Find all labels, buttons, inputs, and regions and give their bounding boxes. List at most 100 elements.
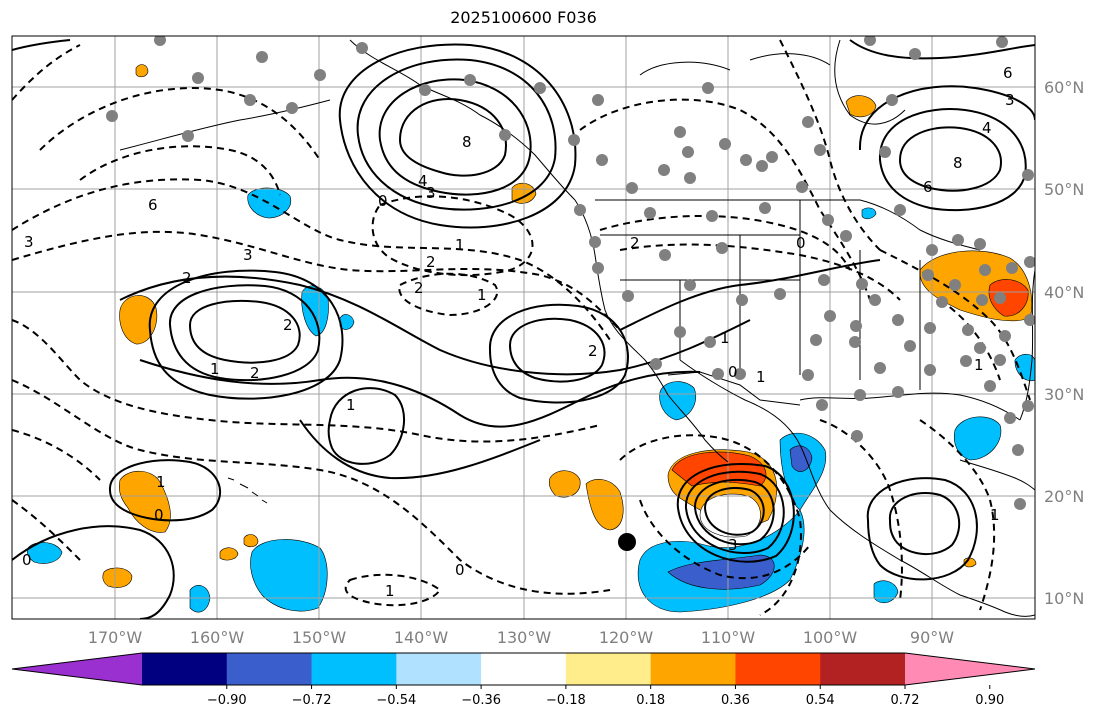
contour-label: 1 [385,582,395,600]
aleutians [119,99,331,151]
colorbar-segment [820,653,906,685]
cyclone-ring-3 [684,470,785,554]
dashed-contour-19 [879,249,1031,401]
solid-contour-sw [12,525,175,619]
contour-label: 3 [243,246,253,264]
latitude-labels: 60°N 50°N 40°N 30°N 20°N 10°N [1044,78,1084,608]
colorbar-tick-label: 0.54 [806,693,835,708]
warm-anomaly-bering [135,64,149,78]
cool-anomaly-gulf [953,416,1002,461]
canada-islands [639,53,831,76]
dashed-contour-7 [579,98,871,301]
contour-label: 8 [462,133,472,151]
contour-label: 2 [250,364,260,382]
map-title: 2025100600 F036 [450,8,597,27]
contour-label: 1 [210,360,220,378]
cool-anomaly-north-pacific [247,187,292,219]
central-america [959,594,1035,617]
dashed-contour-22 [12,44,81,101]
solid-contour-long-2 [139,359,701,428]
solid-ring-hawaii [108,459,222,522]
contour-label: 0 [455,561,465,579]
contour-label: 2 [182,269,192,287]
warm-anomaly-south-pacific-3 [243,534,259,548]
contour-label: 0 [378,192,388,210]
coastline-alaska [349,39,576,201]
solid-contours [12,39,1035,619]
cool-anomaly-canada [861,207,877,220]
colorbar-tick-label: 0.72 [891,693,920,708]
cyclone-ring-2 [693,478,775,546]
contour-label: 3 [728,536,738,554]
colorbar: −0.90 −0.72 −0.54 −0.36 −0.18 0.18 0.36 0.54 0.7… [11,652,1036,708]
contour-label: 6 [1003,64,1013,82]
solid-ring-midpac-1 [188,299,301,364]
dashed-contour-4 [79,145,281,196]
solid-ring-alaska-3 [356,58,557,211]
lon-label: 170°W [88,628,143,647]
colorbar-tick-label: 0.18 [636,693,665,708]
solid-ring-midpac-2 [168,284,321,382]
dashed-contour-9 [619,243,901,301]
colorbar-segment [735,653,821,685]
coastline-baja [667,394,729,463]
contour-label: 1 [156,473,166,491]
colorbar-tick-label: −0.36 [461,693,501,708]
colorbar-segment [650,653,736,685]
contour-label: 2 [283,316,293,334]
colorbar-segment [311,653,397,685]
warm-anomaly-east-pacific-2 [585,479,624,531]
contour-label: 0 [154,506,164,524]
solid-ring-east-pac-1 [508,317,606,383]
dashed-contour-18 [919,419,996,611]
warm-anomaly-south-pacific-1 [102,567,133,588]
hot-anomaly-east-us [988,279,1029,317]
solid-ring-south-mexico-1 [888,492,961,556]
contour-label: 6 [923,178,933,196]
contour-label: 1 [990,506,1000,524]
colorbar-tick-label: −0.54 [376,693,416,708]
contour-labels: 8 4 3 0 6 3 8 6 4 3 6 3 2 1 2 2 2 1 2 1 … [22,64,1015,600]
border-us-mexico [667,371,801,406]
colorbar-segment [396,653,482,685]
cyclone-ring-4 [676,462,795,563]
solid-ring-east-4 [849,39,1035,60]
dashed-contour-20 [939,299,1001,381]
warm-anomaly-east-pacific-1 [548,470,581,498]
colorbar-tick-label: −0.72 [292,693,332,708]
colorbar-tick-label: −0.18 [546,693,586,708]
colorbar-tick-label: 0.90 [975,693,1004,708]
contour-label: 1 [455,236,465,254]
lon-label: 120°W [599,628,654,647]
coastline-east-us [1019,269,1035,421]
solid-ring-alaska-2 [378,78,532,196]
solid-ring-east-1 [898,126,1002,192]
dashed-contour-12 [12,379,611,595]
contour-label: 1 [974,356,984,374]
lat-label: 10°N [1044,589,1084,608]
ring-inner-white [699,493,761,538]
lat-label: 20°N [1044,487,1084,506]
contour-label: 2 [414,279,424,297]
station-dots [106,36,1035,510]
dashed-contour-3 [39,87,321,161]
colorbar-segment [481,653,567,685]
contour-label: 3 [426,184,436,202]
solid-ring-alaska-1 [398,98,507,177]
lat-label: 60°N [1044,78,1084,97]
hudson-bay [834,39,906,125]
contour-label: 1 [756,368,766,386]
lon-label: 160°W [190,628,245,647]
dashed-contour-15 [619,434,802,616]
contour-label: 6 [148,196,158,214]
cool-anomaly-sw-pacific [26,542,63,564]
warm-anomaly-hawaii [118,470,171,533]
shading-layer [26,64,1035,613]
cuba [959,459,1035,491]
solid-contour-us-1 [619,259,881,331]
colorbar-tick-label: 0.36 [721,693,750,708]
dashed-contour-13 [12,429,101,481]
warm-anomaly-south-pacific-2 [219,547,239,561]
longitude-labels: 170°W 160°W 150°W 140°W 130°W 120°W 110°… [88,628,954,647]
